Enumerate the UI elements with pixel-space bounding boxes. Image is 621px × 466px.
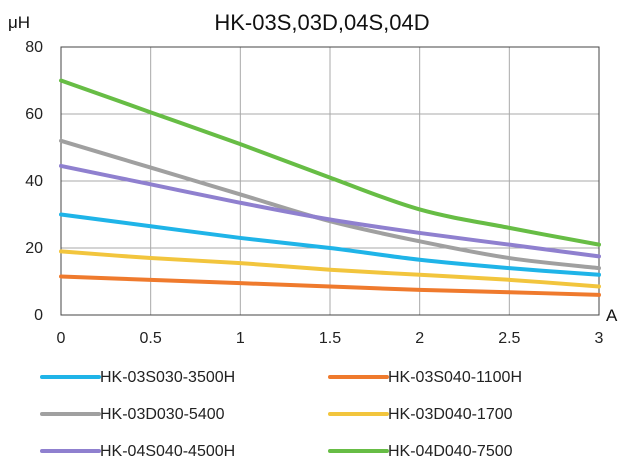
series-layer: [59, 78, 601, 297]
legend-item-hk-04s040-4500h: HK-04S040-4500H: [40, 443, 235, 460]
y-tick-label: 60: [25, 106, 43, 123]
y-tick-label: 40: [25, 173, 43, 190]
legend-label: HK-04S040-4500H: [100, 443, 235, 460]
series-line-hk-03s040-1100h: [59, 274, 601, 297]
legend-label: HK-03S030-3500H: [100, 369, 235, 386]
x-tick-label: 1.5: [319, 330, 341, 347]
legend-label: HK-04D040-7500: [388, 443, 513, 460]
x-tick-label: 0.5: [140, 330, 162, 347]
plot-frame: [60, 46, 600, 316]
x-axis-unit-label: A: [606, 306, 618, 325]
axis-layer: 0 0.5 1 1.5 2 2.5 3 0 20 40 60 80: [25, 39, 603, 347]
legend-item-hk-03s040-1100h: HK-03S040-1100H: [328, 369, 522, 386]
legend-item-hk-03d030-5400: HK-03D030-5400: [40, 406, 225, 423]
legend-item-hk-04d040-7500: HK-04D040-7500: [328, 443, 513, 460]
y-tick-label: 20: [25, 240, 43, 257]
y-tick-label: 80: [25, 39, 43, 56]
legend-label: HK-03D030-5400: [100, 406, 225, 423]
y-tick-label: 0: [34, 307, 43, 324]
x-tick-label: 2.5: [498, 330, 520, 347]
series-line-hk-03d040-1700: [59, 249, 601, 289]
series-line-hk-03s030-3500h: [59, 212, 601, 277]
x-tick-label: 2: [415, 330, 424, 347]
legend-label: HK-03S040-1100H: [388, 369, 522, 386]
chart-title: HK-03S,03D,04S,04D: [214, 10, 429, 35]
x-tick-label: 0: [57, 330, 66, 347]
legend-item-hk-03d040-1700: HK-03D040-1700: [328, 406, 513, 423]
legend-item-hk-03s030-3500h: HK-03S030-3500H: [40, 369, 235, 386]
x-tick-label: 3: [595, 330, 604, 347]
y-axis-unit-label: μH: [8, 13, 30, 32]
legend: HK-03S030-3500H HK-03S040-1100H HK-03D030-…: [40, 369, 522, 460]
legend-label: HK-03D040-1700: [388, 406, 513, 423]
series-line-hk-04d040-7500: [59, 78, 601, 247]
series-line-hk-04s040-4500h: [59, 163, 601, 259]
x-tick-label: 1: [236, 330, 245, 347]
